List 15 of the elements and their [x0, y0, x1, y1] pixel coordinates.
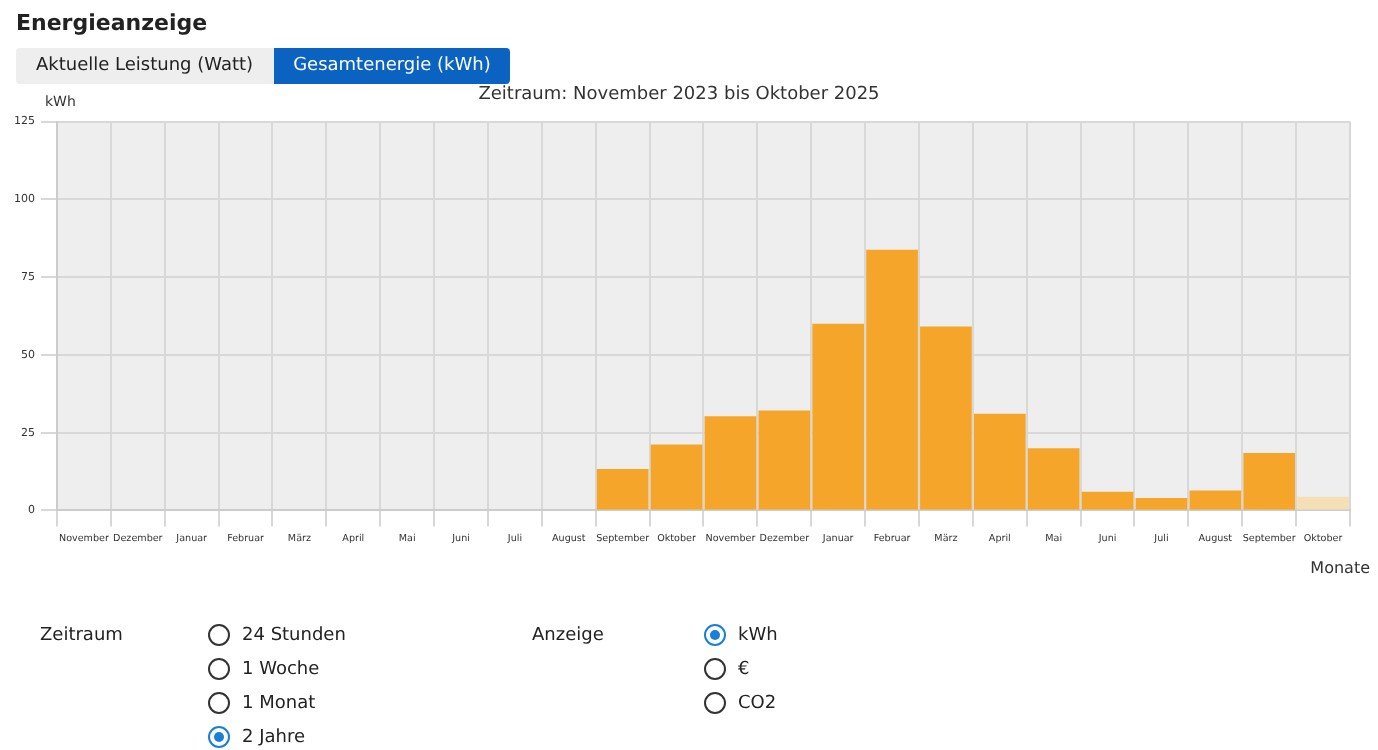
text: Zeitraum: [40, 626, 123, 646]
text: CO2: [736, 692, 778, 718]
text: €: [736, 658, 752, 684]
tab-button: Aktuelle Leistung (Watt): [16, 48, 274, 84]
x-axis-title: Monate: [1310, 558, 1371, 577]
text: kWh: [736, 624, 778, 650]
bar: [1297, 496, 1349, 510]
text: 24 Stunden: [240, 624, 346, 650]
text: 2 Jahre: [240, 726, 307, 750]
text: 1 Woche: [240, 658, 322, 684]
chart-title: Energieanzeige: [16, 10, 208, 36]
text: 1 Monat: [240, 692, 318, 718]
chart-subtitle: Zeitraum: November 2023 bis Oktober 2025: [478, 85, 880, 106]
tab-button: Gesamtenergie (kWh): [273, 48, 511, 84]
text: Anzeige: [532, 626, 604, 646]
